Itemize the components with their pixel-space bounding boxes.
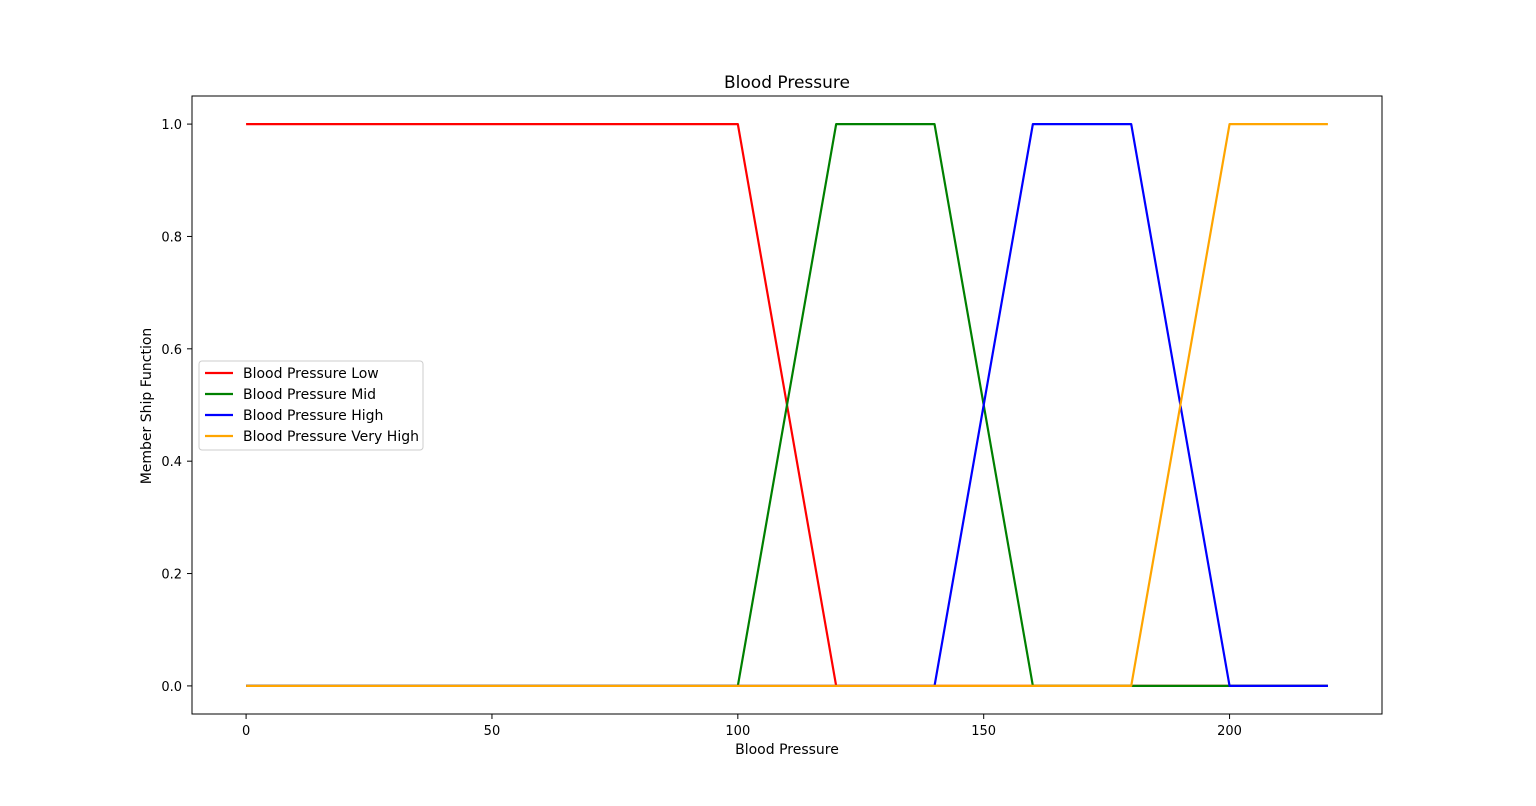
legend-label-1: Blood Pressure Low [243, 366, 379, 382]
plot-area [246, 122, 1328, 688]
y-tick-label: 0.0 [161, 680, 182, 695]
y-axis-label: Member Ship Function [139, 328, 155, 485]
series-line-4 [246, 122, 1328, 688]
x-tick-label: 150 [971, 724, 996, 739]
axes: 0 50 100 150 200 0.0 0.2 0.4 0.6 0.8 1.0 [161, 95, 1383, 739]
chart-title: Blood Pressure [724, 73, 850, 93]
y-tick-label: 0.4 [161, 455, 182, 470]
legend-label-4: Blood Pressure Very High [243, 429, 419, 445]
x-axis-label: Blood Pressure [735, 742, 839, 758]
y-tick-label: 0.8 [161, 230, 182, 245]
x-tick-label: 200 [1217, 724, 1242, 739]
legend-box [198, 360, 424, 451]
x-tick-label: 0 [242, 724, 250, 739]
axes-frame [191, 95, 1383, 715]
y-tick-label: 0.6 [161, 343, 182, 358]
legend-label-2: Blood Pressure Mid [243, 387, 376, 403]
y-tick-label: 1.0 [161, 118, 182, 133]
legend-label-3: Blood Pressure High [243, 408, 383, 424]
x-tick-label: 100 [725, 724, 750, 739]
x-tick-label: 50 [484, 724, 501, 739]
legend: Blood Pressure Low Blood Pressure Mid Bloo… [198, 360, 424, 451]
y-tick-label: 0.2 [161, 568, 182, 583]
